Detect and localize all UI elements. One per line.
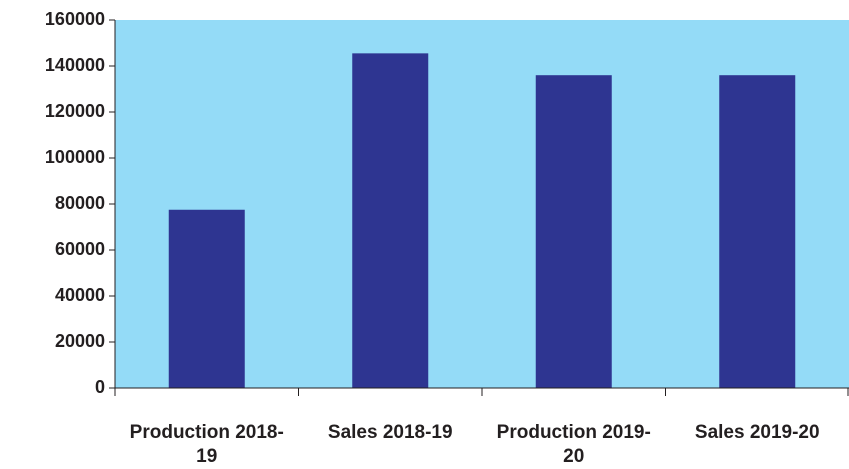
x-tick-label: Sales 2018-19 — [327, 422, 453, 443]
bar — [535, 75, 612, 388]
y-tick-label: 100000 — [45, 147, 105, 167]
y-tick-label: 160000 — [45, 9, 105, 29]
y-tick-label: 0 — [95, 377, 105, 397]
y-tick-label: 80000 — [55, 193, 105, 213]
y-tick-label: 20000 — [55, 331, 105, 351]
y-tick-label: 40000 — [55, 285, 105, 305]
y-tick-label: 120000 — [45, 101, 105, 121]
x-tick-label: Production 2018-19 — [129, 422, 284, 467]
y-tick-label: 140000 — [45, 55, 105, 75]
bar — [168, 209, 245, 388]
x-tick-label: Production 2019-20 — [496, 422, 651, 467]
y-tick-label: 60000 — [55, 239, 105, 259]
x-tick-label: Sales 2019-20 — [694, 422, 820, 443]
bar — [352, 53, 429, 388]
bar — [719, 75, 796, 388]
